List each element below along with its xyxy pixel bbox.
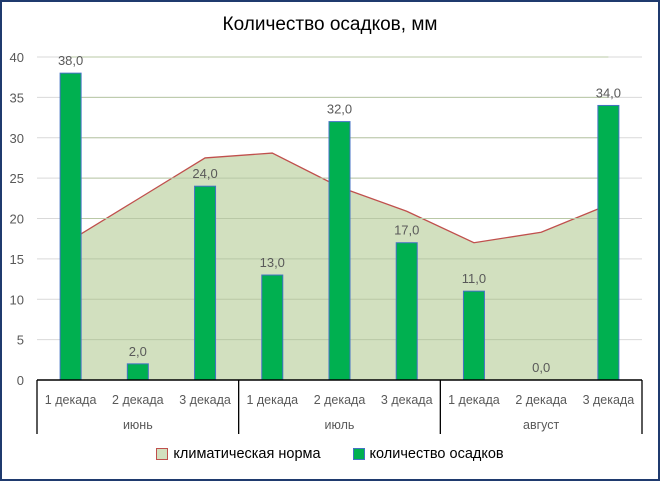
bar (462, 290, 485, 381)
bar-swatch-icon (352, 448, 365, 460)
bar (126, 363, 149, 381)
bar (395, 242, 418, 381)
bar (597, 104, 620, 381)
y-tick-label: 15 (10, 252, 24, 267)
y-tick-label: 0 (17, 373, 24, 388)
data-label: 2,0 (129, 344, 147, 359)
y-tick-label: 5 (17, 333, 24, 348)
legend-label: количество осадков (369, 446, 504, 462)
x-category-label: 2 декада (112, 393, 164, 407)
x-group-label: июнь (123, 418, 153, 432)
y-tick-label: 40 (10, 50, 24, 65)
data-label: 32,0 (327, 102, 352, 117)
bar (59, 72, 82, 381)
legend-item-climate-norm: климатическая норма (156, 446, 321, 462)
x-group-label: август (523, 418, 560, 432)
y-tick-label: 25 (10, 171, 24, 186)
y-tick-label: 10 (10, 292, 24, 307)
x-category-label: 2 декада (515, 393, 567, 407)
x-category-label: 3 декада (179, 393, 231, 407)
data-label: 0,0 (532, 360, 550, 375)
x-category-label: 3 декада (583, 393, 635, 407)
bar (328, 121, 351, 381)
y-tick-label: 20 (10, 212, 24, 227)
x-category-label: 1 декада (448, 393, 500, 407)
data-label: 34,0 (596, 85, 621, 100)
legend-label: климатическая норма (173, 446, 321, 462)
data-label: 13,0 (260, 255, 285, 270)
data-label: 11,0 (462, 271, 486, 286)
area-swatch-icon (156, 448, 169, 460)
y-tick-label: 35 (10, 90, 24, 105)
legend-item-precipitation: количество осадков (352, 446, 504, 462)
x-category-label: 3 декада (381, 393, 433, 407)
bar (194, 185, 217, 381)
x-category-label: 1 декада (246, 393, 298, 407)
data-label: 38,0 (58, 53, 83, 68)
x-category-label: 2 декада (314, 393, 366, 407)
x-group-label: июль (325, 418, 355, 432)
chart-title: Количество осадков, мм (222, 14, 438, 35)
y-tick-label: 30 (10, 131, 24, 146)
data-label: 24,0 (192, 166, 217, 181)
x-category-label: 1 декада (45, 393, 97, 407)
bar (261, 274, 284, 381)
legend: климатическая норма количество осадков (0, 446, 660, 462)
data-label: 17,0 (394, 223, 419, 238)
